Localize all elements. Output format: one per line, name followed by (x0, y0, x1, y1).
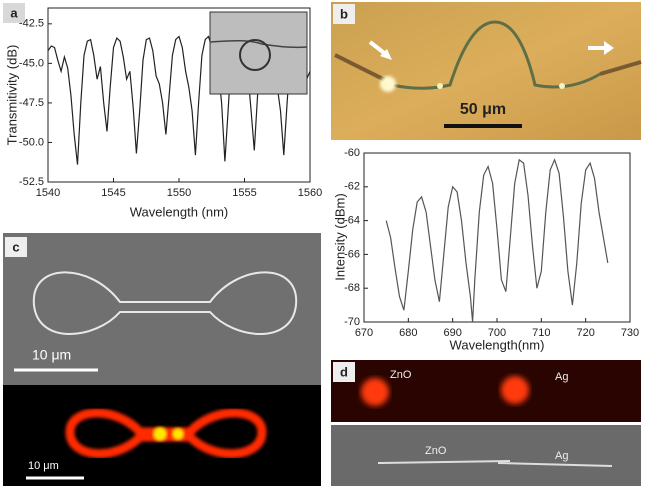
panel-label: d (340, 364, 348, 379)
x-tick-label: 1555 (232, 187, 256, 199)
y-tick-label: -60 (344, 147, 360, 159)
y-tick-label: -68 (344, 282, 360, 294)
inset-image (209, 11, 308, 95)
y-axis-label: Transmitivity (dB) (4, 45, 19, 146)
panel-c-image: 10 μm 10 μm (3, 233, 321, 486)
panel-d-image: ZnO Ag ZnO Ag (331, 360, 641, 486)
d-label: ZnO (425, 445, 447, 457)
y-axis-label: Intensity (dBm) (332, 193, 347, 280)
panel-b-image: 50 μm (331, 2, 642, 140)
x-tick-label: 670 (355, 327, 373, 339)
y-tick-label: -70 (344, 316, 360, 328)
panel-label: c (12, 239, 19, 254)
inset-ring (239, 39, 271, 71)
x-axis-label: Wavelength(nm) (450, 337, 545, 352)
line-chart: 1540 1545 1550 1555 1560 -52.5 -50.0 -47.5 -45.0… (4, 7, 322, 219)
panel-label: b (340, 6, 348, 21)
y-tick-label: -50.0 (19, 136, 44, 148)
x-tick-label: 1545 (101, 187, 125, 199)
scale-bar-label: 10 μm (32, 347, 71, 363)
inset-waveguide (209, 39, 308, 49)
y-tick-label: -47.5 (19, 97, 44, 109)
scale-bar-label: 50 μm (460, 101, 506, 118)
y-tick-label: -62 (344, 181, 360, 193)
line-chart: 670 680 690 700 710 720 730 -70 -68 -66 -64 -62 -60 W… (332, 147, 639, 353)
y-tick-label: -52.5 (19, 176, 44, 188)
d-label: ZnO (390, 369, 412, 381)
y-tick-label: -64 (344, 215, 360, 227)
d-label: Ag (555, 450, 568, 462)
plot-frame (363, 152, 631, 323)
x-tick-label: 730 (621, 327, 639, 339)
x-tick-label: 700 (488, 327, 506, 339)
x-tick-label: 1550 (167, 187, 191, 199)
d-label: Ag (555, 371, 568, 383)
x-tick-label: 1560 (298, 187, 322, 199)
panel-label: a (10, 5, 18, 20)
x-tick-label: 710 (532, 327, 550, 339)
y-tick-label: -45.0 (19, 57, 44, 69)
x-tick-label: 1540 (36, 187, 60, 199)
y-tick-label: -42.5 (19, 18, 44, 30)
x-tick-label: 680 (399, 327, 417, 339)
x-tick-label: 690 (443, 327, 461, 339)
y-tick-label: -66 (344, 248, 360, 260)
x-tick-label: 720 (576, 327, 594, 339)
panel-labels: a b c d (3, 3, 355, 382)
x-axis-label: Wavelength (nm) (130, 204, 229, 219)
data-line (385, 158, 609, 323)
scale-bar-label: 10 μm (28, 460, 59, 472)
